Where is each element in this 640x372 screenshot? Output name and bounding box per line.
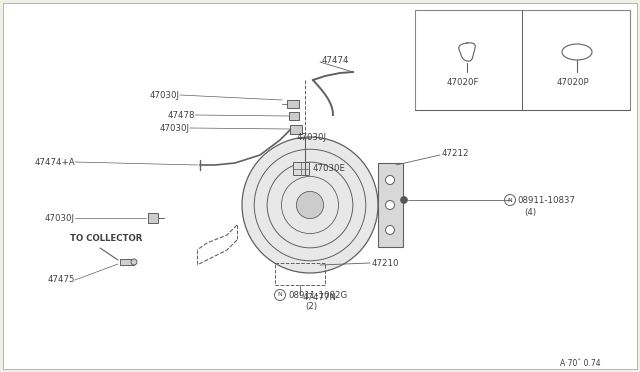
Bar <box>289 112 299 120</box>
Text: 47030J: 47030J <box>45 214 75 222</box>
Text: 47475: 47475 <box>47 276 75 285</box>
Circle shape <box>242 137 378 273</box>
Text: (2): (2) <box>305 302 317 311</box>
Text: 47030J: 47030J <box>297 132 327 141</box>
Bar <box>148 213 158 223</box>
Circle shape <box>385 225 394 234</box>
Text: 47020P: 47020P <box>557 77 589 87</box>
Text: TO COLLECTOR: TO COLLECTOR <box>70 234 142 243</box>
Bar <box>275 263 325 285</box>
Text: 47477N: 47477N <box>303 294 337 302</box>
Text: A·70ˆ 0.74: A·70ˆ 0.74 <box>560 359 600 368</box>
Text: N: N <box>278 292 282 298</box>
Text: 08911-1082G: 08911-1082G <box>288 291 348 299</box>
Text: 47030J: 47030J <box>160 124 190 132</box>
Text: 47212: 47212 <box>442 148 470 157</box>
Circle shape <box>275 289 285 301</box>
Ellipse shape <box>131 259 137 265</box>
Bar <box>415 10 630 110</box>
Text: 47478: 47478 <box>168 110 195 119</box>
Text: 47474: 47474 <box>322 55 349 64</box>
Text: 47474+A: 47474+A <box>35 157 75 167</box>
Text: 47030E: 47030E <box>313 164 346 173</box>
Bar <box>120 259 134 265</box>
Circle shape <box>401 196 408 203</box>
Text: (4): (4) <box>524 208 536 217</box>
Circle shape <box>504 195 515 205</box>
Bar <box>290 125 302 134</box>
Text: 47030J: 47030J <box>150 90 180 99</box>
Circle shape <box>296 192 324 219</box>
Text: N: N <box>508 198 513 202</box>
Bar <box>293 162 309 175</box>
Text: 47210: 47210 <box>372 260 399 269</box>
Text: 47020F: 47020F <box>447 77 479 87</box>
Bar <box>287 100 299 108</box>
Circle shape <box>385 201 394 209</box>
Bar <box>378 163 403 247</box>
Text: 08911-10837: 08911-10837 <box>517 196 575 205</box>
Circle shape <box>385 176 394 185</box>
